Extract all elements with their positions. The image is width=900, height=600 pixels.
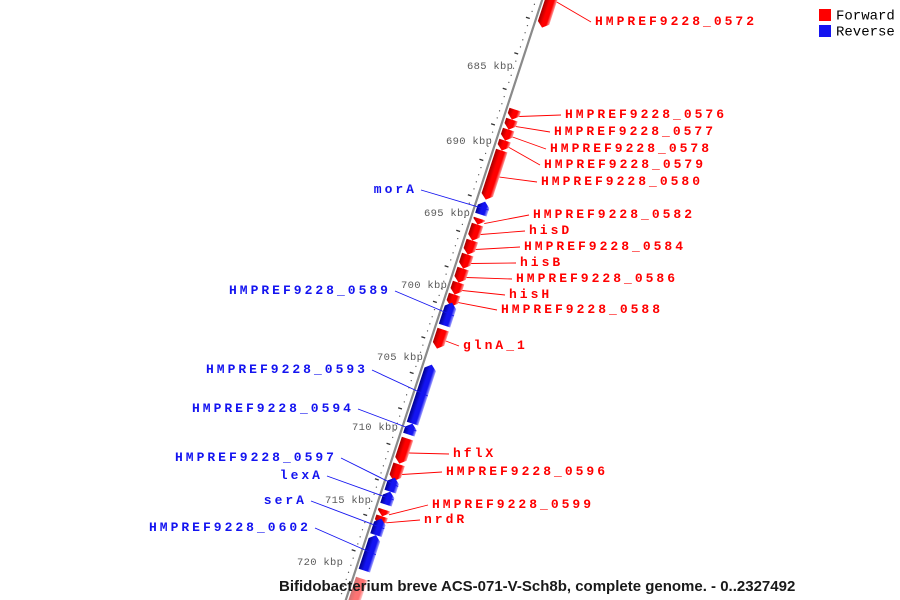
svg-text:690 kbp: 690 kbp — [446, 136, 492, 148]
svg-text:HMPREF9228_0579: HMPREF9228_0579 — [544, 157, 706, 172]
svg-text:705 kbp: 705 kbp — [377, 352, 423, 364]
svg-text:695 kbp: 695 kbp — [424, 208, 470, 220]
svg-text:HMPREF9228_0589: HMPREF9228_0589 — [229, 283, 391, 298]
svg-text:serA: serA — [264, 493, 307, 508]
svg-text:Forward: Forward — [836, 9, 895, 25]
svg-text:HMPREF9228_0599: HMPREF9228_0599 — [432, 497, 594, 512]
svg-text:lexA: lexA — [280, 468, 323, 483]
svg-text:hisD: hisD — [529, 223, 572, 238]
svg-text:720 kbp: 720 kbp — [297, 557, 343, 569]
svg-text:nrdR: nrdR — [424, 512, 467, 527]
svg-text:hisH: hisH — [509, 287, 552, 302]
svg-text:HMPREF9228_0582: HMPREF9228_0582 — [533, 207, 695, 222]
svg-text:HMPREF9228_0576: HMPREF9228_0576 — [565, 107, 727, 122]
svg-text:HMPREF9228_0588: HMPREF9228_0588 — [501, 302, 663, 317]
svg-text:700 kbp: 700 kbp — [401, 280, 447, 292]
svg-text:glnA_1: glnA_1 — [463, 338, 528, 353]
svg-text:HMPREF9228_0593: HMPREF9228_0593 — [206, 362, 368, 377]
svg-text:HMPREF9228_0594: HMPREF9228_0594 — [192, 401, 354, 416]
svg-text:morA: morA — [374, 182, 417, 197]
svg-text:710 kbp: 710 kbp — [352, 422, 398, 434]
svg-text:685 kbp: 685 kbp — [467, 61, 513, 73]
svg-text:715 kbp: 715 kbp — [325, 495, 371, 507]
svg-text:HMPREF9228_0577: HMPREF9228_0577 — [554, 124, 716, 139]
svg-text:HMPREF9228_0572: HMPREF9228_0572 — [595, 14, 757, 29]
svg-text:hisB: hisB — [520, 255, 563, 270]
svg-text:HMPREF9228_0584: HMPREF9228_0584 — [524, 239, 686, 254]
svg-text:Bifidobacterium breve ACS-071-: Bifidobacterium breve ACS-071-V-Sch8b, c… — [279, 578, 795, 595]
svg-text:HMPREF9228_0602: HMPREF9228_0602 — [149, 520, 311, 535]
svg-text:hflX: hflX — [453, 446, 496, 461]
svg-text:HMPREF9228_0586: HMPREF9228_0586 — [516, 271, 678, 286]
svg-text:HMPREF9228_0580: HMPREF9228_0580 — [541, 174, 703, 189]
svg-text:Reverse: Reverse — [836, 25, 895, 41]
svg-text:HMPREF9228_0578: HMPREF9228_0578 — [550, 141, 712, 156]
svg-text:HMPREF9228_0596: HMPREF9228_0596 — [446, 464, 608, 479]
svg-text:HMPREF9228_0597: HMPREF9228_0597 — [175, 450, 337, 465]
